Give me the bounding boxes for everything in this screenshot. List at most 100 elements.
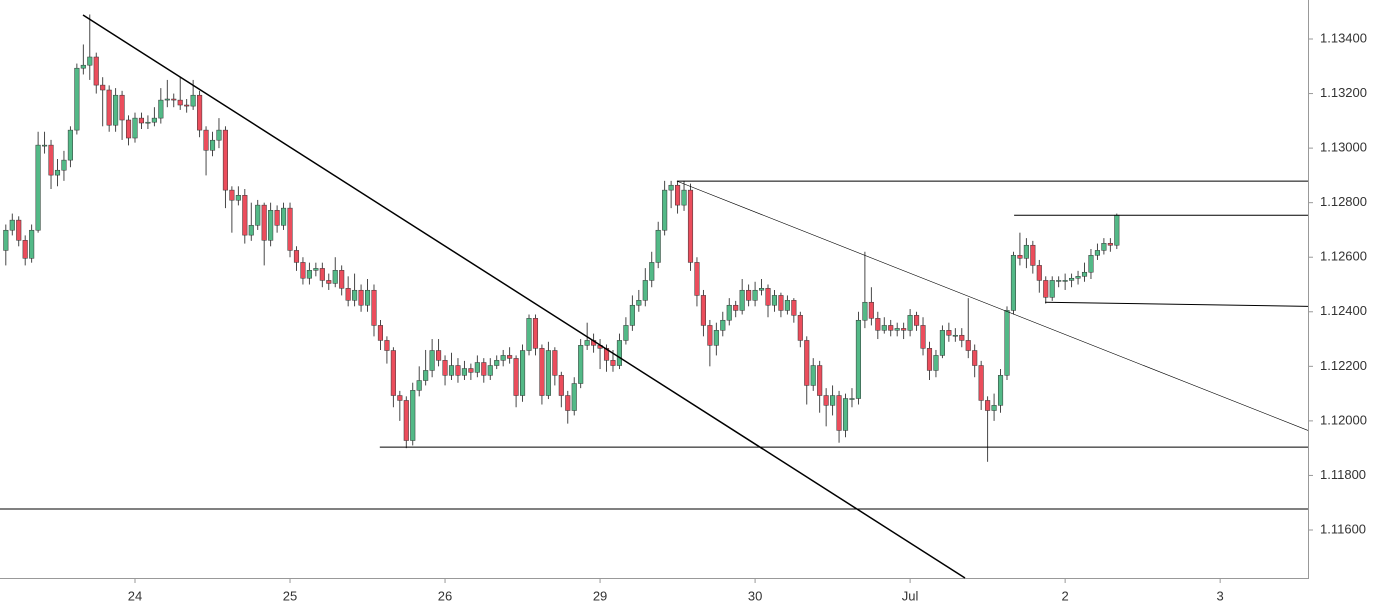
- candle-body: [784, 300, 790, 311]
- candle-body: [1043, 280, 1049, 298]
- candle-body: [481, 362, 487, 376]
- candle-body: [500, 355, 506, 361]
- candle-body: [403, 400, 409, 441]
- candle-body: [119, 94, 125, 121]
- candle-body: [1056, 280, 1062, 282]
- candle-body: [507, 355, 513, 359]
- candle-body: [448, 365, 455, 376]
- candle-body: [216, 129, 222, 141]
- candle-body: [1023, 244, 1029, 259]
- candle-body: [74, 67, 80, 131]
- candle-body: [9, 219, 15, 231]
- candle-body: [487, 365, 493, 376]
- candle-body: [358, 289, 364, 306]
- candle-body: [849, 398, 855, 400]
- candle-body: [804, 340, 810, 386]
- candle-body: [261, 204, 267, 241]
- candle-body: [610, 360, 616, 366]
- candle-body: [281, 207, 287, 226]
- candle-body: [939, 330, 945, 356]
- candle-body: [113, 94, 119, 126]
- y-tick-label: 1.13200: [1320, 85, 1367, 100]
- candle-body: [726, 304, 732, 321]
- candle-body: [248, 225, 254, 236]
- candle-body: [707, 325, 713, 346]
- candle-body: [952, 334, 958, 337]
- candle-body: [384, 340, 390, 351]
- candle-body: [93, 56, 99, 86]
- candle-body: [125, 119, 132, 139]
- candle-body: [3, 229, 9, 251]
- candle-body: [997, 375, 1004, 406]
- candle-body: [268, 210, 274, 241]
- candle-body: [513, 358, 519, 396]
- y-tick-label: 1.12400: [1320, 303, 1367, 318]
- y-tick-label: 1.13400: [1320, 30, 1367, 45]
- candle-body: [907, 315, 913, 331]
- candle-body: [862, 301, 868, 321]
- candle-body: [1004, 310, 1010, 376]
- x-tick-label: 26: [438, 588, 452, 603]
- candle-body: [675, 184, 681, 206]
- candle-body: [855, 319, 861, 399]
- candle-body: [29, 229, 35, 259]
- candle-body: [145, 121, 151, 124]
- candle-body: [87, 56, 93, 66]
- candle-body: [397, 395, 403, 401]
- candle-body: [642, 280, 648, 301]
- candle-body: [339, 270, 345, 289]
- candle-body: [823, 395, 829, 406]
- candle-body: [558, 375, 564, 396]
- candle-body: [1114, 214, 1120, 246]
- candle-body: [410, 390, 416, 441]
- candle-body: [371, 289, 377, 326]
- candle-body: [694, 262, 700, 296]
- x-tick-label: Jul: [902, 588, 919, 603]
- candle-body: [42, 144, 48, 147]
- candle-body: [461, 368, 467, 376]
- candle-body: [810, 365, 816, 386]
- candle-body: [1094, 250, 1100, 256]
- x-tick-label: 3: [1217, 588, 1224, 603]
- candle-body: [623, 325, 629, 341]
- candle-body: [158, 99, 164, 119]
- candle-body: [80, 64, 86, 69]
- candle-body: [1049, 280, 1055, 298]
- candle-body: [197, 94, 203, 131]
- candle-body: [758, 288, 765, 291]
- candle-body: [959, 334, 965, 341]
- candle-body: [797, 315, 803, 341]
- candle-body: [739, 289, 745, 311]
- candle-body: [894, 328, 900, 331]
- candle-body: [888, 325, 894, 331]
- candle-body: [842, 398, 849, 431]
- y-tick-label: 1.12200: [1320, 358, 1367, 373]
- candle-body: [532, 318, 539, 349]
- candle-body: [1010, 255, 1017, 311]
- y-tick-label: 1.11800: [1320, 467, 1366, 482]
- candle-body: [423, 370, 429, 381]
- candle-body: [571, 383, 577, 411]
- candle-body: [22, 240, 28, 259]
- x-tick-label: 30: [748, 588, 762, 603]
- candle-body: [914, 315, 920, 326]
- candle-body: [319, 268, 325, 281]
- candle-body: [287, 207, 293, 251]
- candle-body: [377, 325, 384, 341]
- candle-body: [972, 350, 978, 366]
- candle-body: [920, 325, 926, 349]
- candle-body: [655, 229, 661, 263]
- candle-body: [584, 340, 590, 346]
- candle-body: [720, 319, 726, 331]
- candle-body: [177, 99, 183, 106]
- candle-body: [48, 144, 54, 176]
- trend-line: [82, 14, 966, 579]
- candle-body: [965, 340, 971, 351]
- y-tick-label: 1.13000: [1320, 140, 1367, 155]
- candle-body: [552, 350, 558, 376]
- y-tick-label: 1.11600: [1320, 521, 1366, 536]
- candle-body: [985, 400, 991, 411]
- candle-body: [649, 262, 655, 281]
- candle-body: [138, 117, 145, 124]
